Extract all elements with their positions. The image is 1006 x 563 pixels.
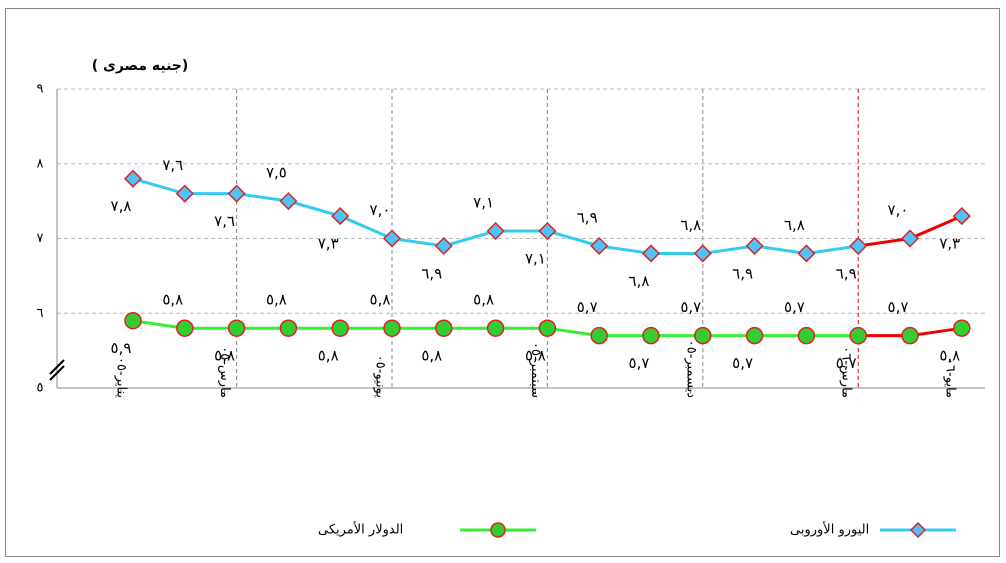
marker [383,319,401,337]
marker [124,311,142,330]
y-tick-label: ٦ [37,306,44,321]
marker [745,326,764,345]
x-tick-label: مارس-٠٥ [217,346,232,398]
data-label: ٦,٩ [836,264,857,282]
data-label: ٥,٨ [266,291,287,309]
data-label: ٥,٨ [473,291,494,309]
marker [797,326,816,345]
data-label: ٥,٧ [732,354,753,372]
legend-marker [909,521,927,539]
y-axis-title: (جنيه مصرى ) [92,58,189,74]
marker [693,244,712,263]
data-label: ٥,٧ [888,298,909,316]
data-label: ٥,٨ [525,347,546,365]
x-tick-label: مارس-٠٦ [839,346,854,398]
data-label: ٥,٧ [629,354,650,372]
data-label: ٧,٦ [162,156,183,174]
marker [382,229,402,248]
legend-marker [490,522,506,538]
chart-frame [5,8,1000,557]
data-label: ٧,٣ [939,235,960,253]
marker [953,319,971,337]
marker [331,207,350,226]
marker [538,221,557,241]
data-label: ٥,٨ [370,291,391,309]
marker [123,169,143,188]
legend-label: اليورو الأوروبى [790,521,869,538]
marker [486,221,505,241]
marker [745,236,764,256]
marker [952,207,971,226]
legend-label: الدولار الأمريكى [318,521,403,538]
marker [849,326,867,345]
data-label: ٥,٧ [836,354,857,372]
data-label: ٦,٩ [732,264,753,282]
marker [901,326,919,345]
marker [435,319,453,337]
data-label: ٧,١ [525,250,546,268]
data-label: ٥,٨ [162,291,183,309]
data-label: ٦,٨ [629,272,650,290]
data-label: ٥,٧ [680,298,701,316]
data-label: ٥,٨ [421,347,442,365]
marker [797,244,816,263]
data-label: ٥,٨ [939,347,960,365]
marker [486,319,505,337]
axis-break [49,359,65,375]
marker [176,319,194,337]
marker [590,326,608,345]
marker [175,184,194,203]
data-label: ٥,٨ [214,347,235,365]
data-label: ٥,٩ [111,339,132,357]
marker [538,319,557,337]
marker [694,326,712,345]
marker [642,326,660,345]
data-label: ٦,٨ [784,216,805,234]
x-tick-label: ديسمبر-٠٥ [683,340,698,398]
data-label: ٥,٧ [577,298,598,316]
marker [434,236,453,256]
data-label: ٥,٨ [318,347,339,365]
marker [900,229,920,248]
marker [590,236,609,256]
data-label: ٧,٠ [370,201,391,219]
data-label: ٧,٨ [111,197,132,215]
y-tick-label: ٧ [37,231,44,246]
data-label: ٧,٣ [318,235,339,253]
marker [279,319,298,337]
marker [641,244,661,263]
x-tick-label: مايو-٠٦ [942,358,957,398]
y-tick-label: ٩ [37,82,44,97]
x-tick-label: يونيو-٠٥ [373,355,388,399]
data-label: ٥,٧ [784,298,805,316]
data-label: ٦,٩ [577,208,598,226]
y-tick-label: ٥ [37,381,44,396]
x-tick-label: سبتمبر-٠٥ [528,342,543,398]
x-tick-label: يناير-٠٥ [114,357,129,398]
marker [849,236,868,256]
marker [227,319,246,337]
marker [331,319,349,337]
axis-break [49,365,65,381]
marker [227,184,246,203]
data-label: ٦,٨ [680,216,701,234]
data-label: ٧,٦ [214,212,235,230]
y-tick-label: ٨ [37,156,44,171]
data-label: ٧,١ [473,194,494,212]
data-label: ٦,٩ [421,264,442,282]
marker [279,192,298,211]
data-label: ٧,٥ [266,164,287,182]
data-label: ٧,٠ [888,201,909,219]
